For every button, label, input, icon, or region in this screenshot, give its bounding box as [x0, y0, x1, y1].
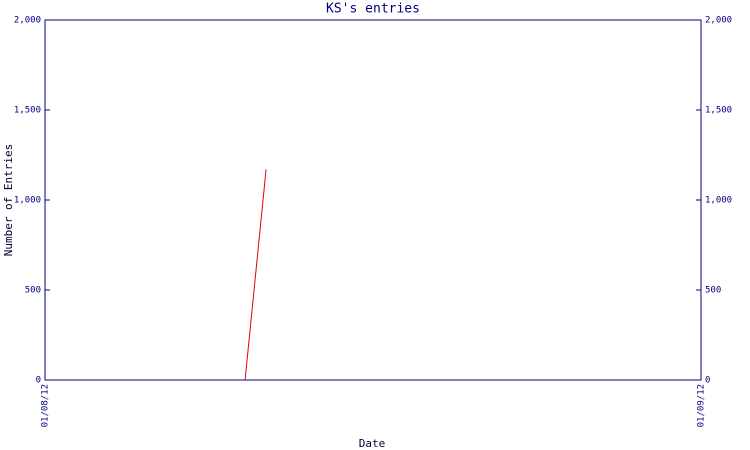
data-line	[244, 169, 267, 381]
y-tick-label: 0	[36, 376, 41, 386]
y-tick-label: 1,000	[14, 196, 41, 206]
x-tick-label: 01/08/12	[41, 384, 51, 427]
chart-title: KS's entries	[326, 2, 420, 17]
y2-tick-label: 500	[705, 286, 721, 296]
y-axis-label: Number of Entries	[2, 144, 15, 257]
y-tick-label: 500	[25, 286, 41, 296]
y2-tick-label: 2,000	[705, 16, 732, 26]
y-tick-label: 2,000	[14, 16, 41, 26]
y2-tick-label: 1,500	[705, 106, 732, 116]
plot-frame	[44, 19, 702, 381]
x-tick-label: 01/09/12	[697, 384, 707, 427]
y2-tick-label: 0	[705, 376, 710, 386]
y-tick-label: 1,500	[14, 106, 41, 116]
y2-tick-label: 1,000	[705, 196, 732, 206]
x-axis-label: Date	[359, 437, 386, 450]
